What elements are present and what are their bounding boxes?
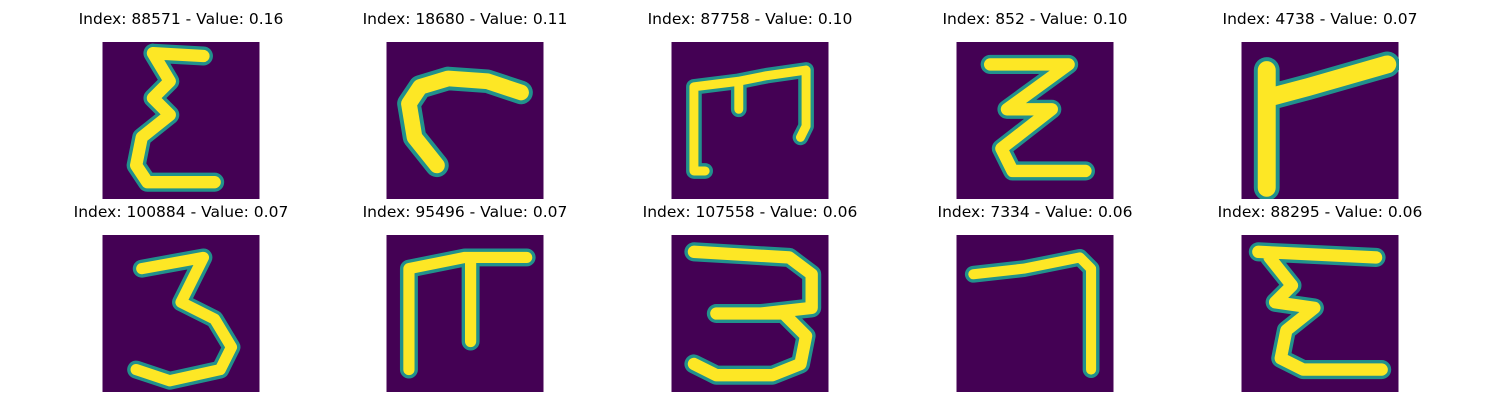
digit-image — [1241, 235, 1399, 392]
panel-5: Index: 4738 - Value: 0.07 — [1190, 8, 1450, 199]
panel-8: Index: 107558 - Value: 0.06 — [620, 201, 880, 392]
digit-image — [1241, 42, 1399, 199]
panel-title: Index: 87758 - Value: 0.10 — [647, 10, 853, 28]
panel-title: Index: 852 - Value: 0.10 — [942, 10, 1128, 28]
panel-2: Index: 18680 - Value: 0.11 — [335, 8, 595, 199]
panel-title: Index: 100884 - Value: 0.07 — [73, 203, 289, 221]
panel-title: Index: 88295 - Value: 0.06 — [1217, 203, 1423, 221]
panel-title: Index: 88571 - Value: 0.16 — [78, 10, 284, 28]
digit-image — [386, 235, 544, 392]
panel-7: Index: 95496 - Value: 0.07 — [335, 201, 595, 392]
digit-image — [102, 42, 260, 199]
panel-title: Index: 7334 - Value: 0.06 — [937, 203, 1133, 221]
panel-9: Index: 7334 - Value: 0.06 — [905, 201, 1165, 392]
digit-image — [671, 42, 829, 199]
panel-title: Index: 18680 - Value: 0.11 — [362, 10, 568, 28]
digit-image — [386, 42, 544, 199]
panel-6: Index: 100884 - Value: 0.07 — [51, 201, 311, 392]
panel-title: Index: 4738 - Value: 0.07 — [1222, 10, 1418, 28]
panel-10: Index: 88295 - Value: 0.06 — [1190, 201, 1450, 392]
digit-image — [956, 42, 1114, 199]
panel-4: Index: 852 - Value: 0.10 — [905, 8, 1165, 199]
panel-title: Index: 107558 - Value: 0.06 — [642, 203, 858, 221]
digit-image — [102, 235, 260, 392]
panel-3: Index: 87758 - Value: 0.10 — [620, 8, 880, 199]
digit-image — [956, 235, 1114, 392]
digit-image — [671, 235, 829, 392]
panel-1: Index: 88571 - Value: 0.16 — [51, 8, 311, 199]
panel-title: Index: 95496 - Value: 0.07 — [362, 203, 568, 221]
